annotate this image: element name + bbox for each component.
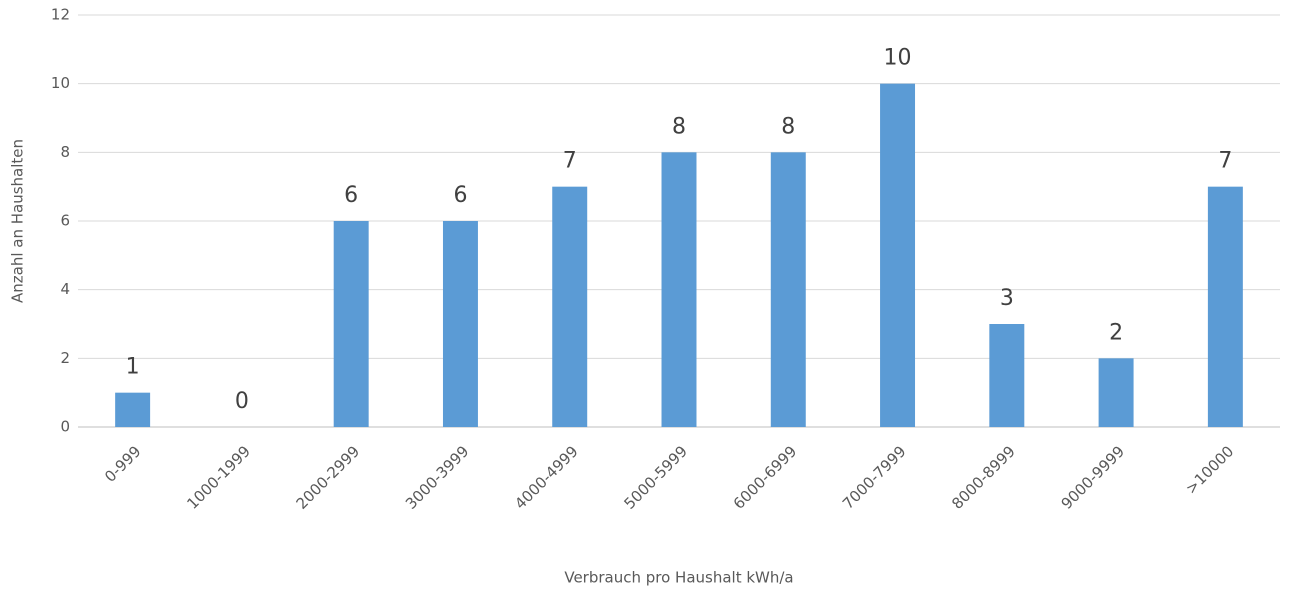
x-tick-label: 0-999 [101,442,145,486]
data-label: 8 [672,114,686,139]
x-tick-label: 8000-8999 [948,442,1019,513]
data-label: 10 [884,46,912,71]
data-label: 7 [1218,149,1232,174]
bar [442,221,478,427]
bar [770,152,806,428]
data-label: 1 [126,355,140,380]
y-tick-label: 2 [60,349,70,367]
x-tick-label: 3000-3999 [402,442,473,513]
bar [1098,358,1134,427]
bar [880,83,916,428]
x-tick-label: 9000-9999 [1058,442,1129,513]
y-tick-label: 6 [60,212,70,230]
data-label: 2 [1109,320,1123,345]
x-tick-label: 4000-4999 [511,442,582,513]
data-label: 3 [1000,286,1014,311]
y-tick-label: 4 [60,280,70,298]
data-label: 7 [563,149,577,174]
bar [552,186,588,427]
bar [115,392,151,427]
x-axis-label: Verbrauch pro Haushalt kWh/a [564,569,793,587]
data-label: 8 [781,114,795,139]
data-label: 6 [453,183,467,208]
x-tick-label: >10000 [1182,442,1237,497]
x-tick-label: 5000-5999 [620,442,691,513]
data-label: 0 [235,389,249,414]
x-tick-label: 1000-1999 [183,442,254,513]
y-axis-label: Anzahl an Haushalten [9,139,27,303]
y-tick-label: 12 [51,6,70,24]
bar [1207,186,1243,427]
bar [989,324,1025,427]
x-tick-label: 2000-2999 [293,442,364,513]
y-tick-label: 0 [60,418,70,436]
y-tick-label: 8 [60,143,70,161]
x-tick-label: 6000-6999 [730,442,801,513]
bar [661,152,697,428]
x-tick-label: 7000-7999 [839,442,910,513]
y-tick-label: 10 [51,74,70,92]
bar [333,221,369,427]
data-label: 6 [344,183,358,208]
